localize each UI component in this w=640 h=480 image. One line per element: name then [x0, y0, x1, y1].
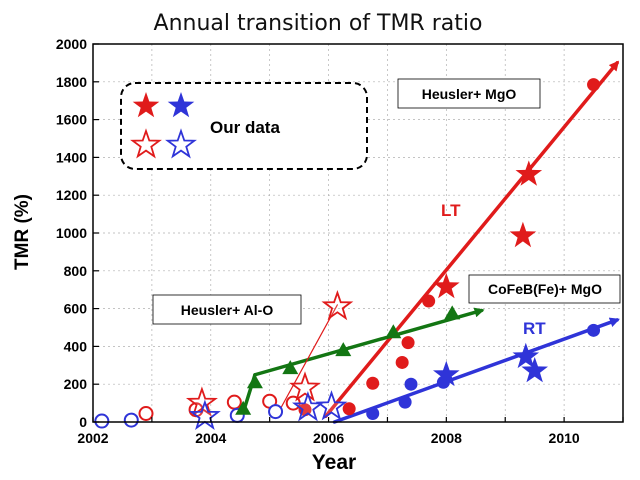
x-tick-label: 2008	[431, 430, 462, 446]
y-tick-label: 1200	[56, 187, 87, 203]
data-point-filled-circle	[366, 376, 380, 390]
data-point-open-circle	[123, 412, 139, 428]
data-point-filled-circle	[587, 78, 601, 92]
annotation-box	[397, 78, 541, 109]
data-point-filled-star	[512, 342, 540, 369]
trend-line-red	[323, 60, 620, 419]
legend-symbol-filled-star	[132, 92, 160, 118]
x-axis-title: Year	[312, 451, 356, 474]
chart-title: Annual transition of TMR ratio	[154, 11, 483, 36]
annotation-cofeb-mgo-text: CoFeB(Fe)+ MgO	[488, 281, 602, 297]
legend-symbols	[130, 92, 197, 159]
data-point-filled-circle	[404, 377, 418, 391]
data-point-filled-star	[433, 360, 460, 387]
x-tick-label: 2010	[549, 430, 580, 446]
annotation-box	[152, 294, 302, 325]
data-point-filled-circle	[422, 294, 436, 308]
legend-symbol-filled-star	[167, 92, 195, 118]
trend-line-blue	[332, 317, 620, 424]
data-point-open-star	[315, 390, 348, 421]
y-axis-title: TMR (%)	[12, 194, 33, 270]
trend-line-green	[253, 307, 485, 377]
data-point-open-circle	[94, 413, 110, 429]
legend-symbol-open-star	[165, 128, 197, 159]
data-point-filled-triangle	[282, 360, 299, 375]
legend: Our data	[120, 82, 368, 170]
annotation-heusler-alo: Heusler+ Al-O	[152, 294, 302, 325]
data-point-filled-circle	[395, 355, 409, 369]
data-point-filled-star	[515, 160, 543, 186]
annotation-heusler-alo-text: Heusler+ Al-O	[181, 302, 274, 318]
data-point-filled-circle	[342, 402, 356, 416]
data-point-open-circle	[268, 404, 284, 420]
annotation-heusler-mgo: Heusler+ MgO	[397, 78, 541, 109]
data-point-open-circle	[138, 405, 154, 421]
annotation-heusler-mgo-text: Heusler+ MgO	[422, 86, 517, 102]
data-points	[94, 78, 601, 430]
y-tick-label: 400	[64, 338, 88, 354]
data-point-filled-triangle	[444, 305, 461, 320]
data-point-filled-star	[433, 272, 460, 299]
y-axis-ticks: 0 200 400 600 800 1000 1200 1400 1600 1800 2000	[56, 36, 99, 430]
annotation-cofeb-mgo: CoFeB(Fe)+ MgO	[468, 274, 621, 304]
label-lt: LT	[441, 201, 461, 220]
data-point-filled-triangle	[246, 374, 263, 389]
y-tick-label: 600	[64, 301, 88, 317]
data-point-filled-star	[509, 221, 537, 248]
data-point-filled-triangle	[235, 400, 252, 415]
data-point-open-circle	[226, 394, 242, 410]
data-point-filled-circle	[401, 336, 415, 350]
trend-line-red	[280, 304, 338, 408]
legend-symbol-open-star	[130, 128, 162, 159]
y-tick-label: 1800	[56, 74, 87, 90]
data-point-filled-star	[521, 357, 548, 383]
label-rt: RT	[523, 319, 546, 338]
data-point-open-star	[321, 289, 354, 321]
y-tick-label: 0	[79, 414, 87, 430]
annotation-box	[468, 274, 621, 304]
y-tick-label: 200	[64, 376, 88, 392]
y-tick-label: 800	[64, 263, 88, 279]
y-tick-label: 1400	[56, 149, 87, 165]
x-tick-label: 2002	[77, 430, 108, 446]
y-tick-label: 2000	[56, 36, 87, 52]
y-tick-label: 1000	[56, 225, 87, 241]
x-axis-ticks: 2002 2004 2006 2008 2010	[77, 417, 624, 446]
data-point-open-star	[289, 371, 321, 402]
data-point-filled-circle	[366, 406, 380, 420]
data-point-filled-circle	[587, 323, 601, 337]
data-point-filled-circle	[398, 395, 412, 409]
x-tick-label: 2004	[195, 430, 226, 446]
y-tick-label: 1600	[56, 112, 87, 128]
data-point-filled-triangle	[385, 324, 402, 339]
data-point-filled-triangle	[335, 342, 352, 357]
x-tick-label: 2006	[313, 430, 344, 446]
legend-label: Our data	[210, 118, 280, 137]
